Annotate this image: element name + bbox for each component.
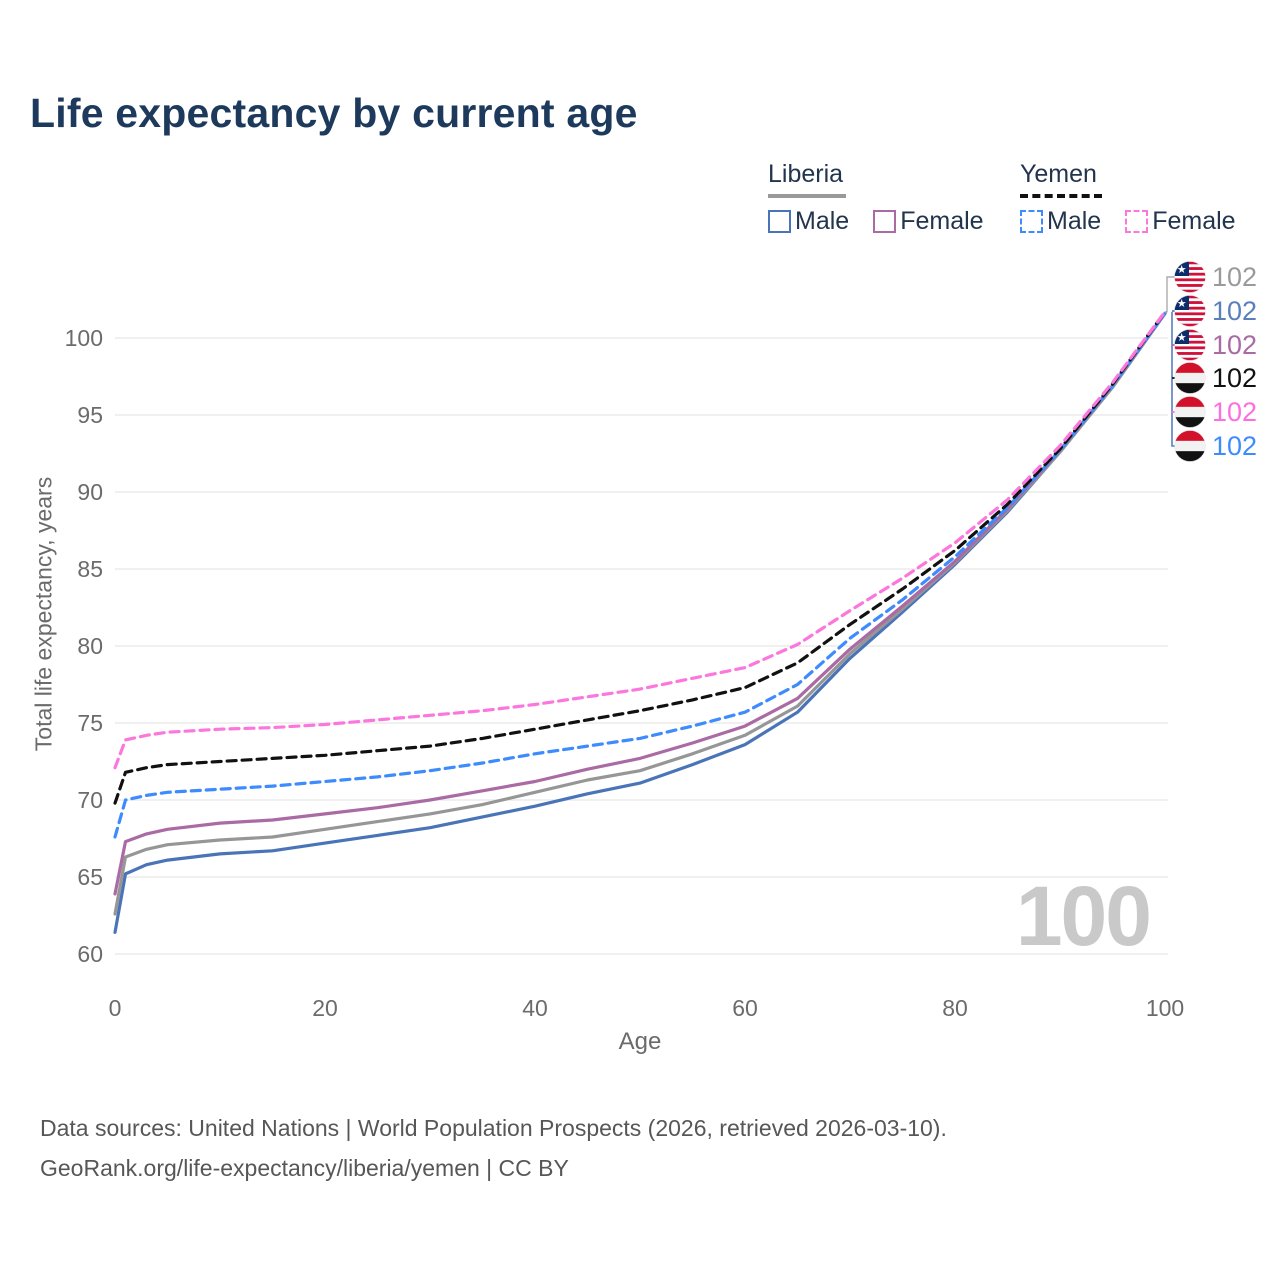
svg-text:★: ★ xyxy=(1177,264,1187,276)
footer-data-sources: Data sources: United Nations | World Pop… xyxy=(40,1115,947,1141)
yemen-flag-icon xyxy=(1174,362,1206,394)
legend-swatch-liberia-female[interactable] xyxy=(873,210,897,233)
legend-label-yemen-female[interactable]: Female xyxy=(1152,207,1236,235)
legend-underline-yemen-dashed xyxy=(1020,194,1102,198)
y-tick-80: 80 xyxy=(77,633,103,659)
series-line-yemen-male[interactable] xyxy=(113,311,1167,839)
y-tick-85: 85 xyxy=(77,556,103,582)
yemen-flag-icon xyxy=(1174,430,1206,462)
y-tick-100: 100 xyxy=(65,325,103,351)
legend-country-yemen: Yemen xyxy=(1020,160,1097,188)
y-axis-title: Total life expectancy, years xyxy=(30,476,57,752)
leader-line-gray xyxy=(1165,276,1176,313)
series-line-liberia-total[interactable] xyxy=(113,311,1167,916)
series-line-yemen-female[interactable] xyxy=(113,310,1167,770)
legend-swatch-yemen-male[interactable] xyxy=(1020,210,1043,233)
footer-georank-link: GeoRank.org/life-expectancy/liberia/yeme… xyxy=(40,1155,569,1181)
legend-label-liberia-female[interactable]: Female xyxy=(900,207,984,235)
x-tick-40: 40 xyxy=(522,995,548,1021)
footer-attribution: Data sources: United Nations | World Pop… xyxy=(40,1108,947,1188)
y-tick-75: 75 xyxy=(77,710,103,736)
legend-group-yemen: Yemen Male Female xyxy=(1020,160,1260,236)
hover-age-watermark: 100 xyxy=(1016,869,1150,963)
end-value-yemen-female: 102 xyxy=(1212,397,1257,427)
svg-text:★: ★ xyxy=(1177,332,1187,344)
page-title: Life expectancy by current age xyxy=(30,90,638,136)
y-tick-60: 60 xyxy=(77,941,103,967)
y-tick-90: 90 xyxy=(77,479,103,505)
end-value-yemen-male: 102 xyxy=(1212,431,1257,461)
series-line-yemen-total[interactable] xyxy=(113,310,1167,805)
x-axis-title: Age xyxy=(618,1028,662,1055)
x-tick-20: 20 xyxy=(312,995,338,1021)
svg-text:★: ★ xyxy=(1177,298,1187,310)
x-tick-0: 0 xyxy=(109,995,122,1021)
legend-swatch-yemen-female[interactable] xyxy=(1125,210,1149,233)
liberia-flag-icon: ★ xyxy=(1174,329,1206,361)
life-expectancy-line-chart[interactable]: 60 65 70 75 80 85 90 95 100 0 20 40 60 80 100 100 ★ 102 ★ 1… xyxy=(0,0,1280,1080)
legend-group-liberia: Liberia Male Female xyxy=(768,160,1008,236)
x-tick-100: 100 xyxy=(1146,995,1184,1021)
y-tick-95: 95 xyxy=(77,402,103,428)
legend-underline-liberia-solid xyxy=(768,194,846,198)
legend-swatch-liberia-male[interactable] xyxy=(768,210,791,233)
liberia-flag-icon: ★ xyxy=(1174,261,1206,293)
end-value-yemen-total: 102 xyxy=(1212,363,1257,393)
x-tick-60: 60 xyxy=(732,995,758,1021)
liberia-flag-icon: ★ xyxy=(1174,295,1206,327)
y-tick-70: 70 xyxy=(77,787,103,813)
end-value-liberia-total: 102 xyxy=(1212,262,1257,292)
series-line-liberia-female[interactable] xyxy=(113,311,1167,896)
yemen-flag-icon xyxy=(1174,396,1206,428)
x-tick-80: 80 xyxy=(942,995,968,1021)
series-line-liberia-male[interactable] xyxy=(113,311,1167,935)
legend-label-yemen-male[interactable]: Male xyxy=(1047,207,1102,235)
legend-country-liberia: Liberia xyxy=(768,160,844,188)
end-value-liberia-female: 102 xyxy=(1212,330,1257,360)
end-value-liberia-male: 102 xyxy=(1212,296,1257,326)
legend-label-liberia-male[interactable]: Male xyxy=(795,207,850,235)
y-tick-65: 65 xyxy=(77,864,103,890)
